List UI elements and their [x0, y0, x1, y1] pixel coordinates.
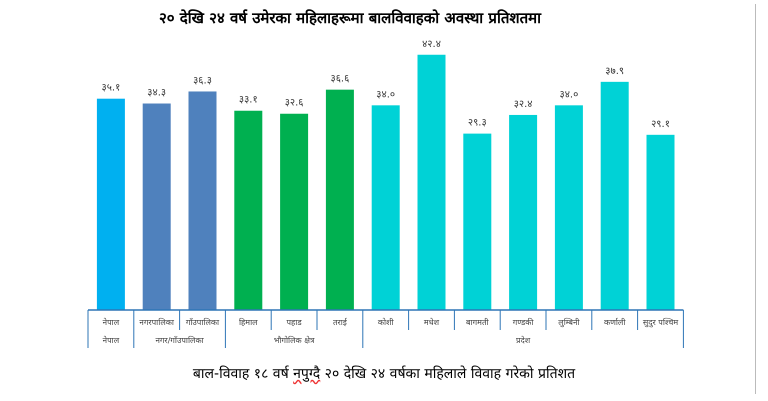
data-label: ३६.६: [331, 74, 350, 85]
caption-part-misspelled: नपुग्दै: [293, 366, 321, 382]
tick-label: कोशी: [378, 317, 395, 327]
chart-title: २० देखि २४ वर्ष उमेरका महिलाहरूमा बालविव…: [158, 9, 541, 27]
bar: [188, 91, 217, 310]
tick-label: सुदुर पश्चिम: [643, 317, 679, 328]
tick-label: कर्णाली: [604, 317, 626, 327]
tick-label: तराई: [333, 317, 348, 327]
bar: [417, 54, 446, 310]
data-label: २९.१: [651, 119, 670, 130]
bar: [463, 133, 492, 310]
bar: [280, 113, 309, 310]
data-label: ३७.९: [605, 66, 624, 77]
tick-label: बागमती: [466, 317, 489, 327]
data-label: ३४.०: [376, 89, 395, 100]
tick-label: पहाड: [287, 318, 303, 327]
tick-label: मधेश: [424, 317, 440, 327]
bar: [509, 114, 538, 311]
data-label: ३२.६: [285, 98, 304, 109]
bar: [96, 98, 125, 310]
data-label: ३४.३: [147, 88, 166, 99]
tick-label: गण्डकी: [513, 317, 535, 327]
chart-caption: बाल-विवाह १८ वर्ष नपुग्दै २० देखि २४ वर्…: [0, 364, 768, 383]
tick-label: नेपाल: [103, 317, 120, 327]
group-label: नगर/गाँउपालिका: [155, 335, 204, 345]
data-label: ३६.३: [193, 75, 212, 86]
bar: [600, 81, 629, 310]
bar: [142, 103, 171, 310]
caption-part: बाल-विवाह १८ वर्ष: [192, 366, 294, 382]
data-label: ३५.१: [102, 83, 121, 94]
bar: [234, 110, 263, 310]
bar: [325, 89, 354, 310]
data-label: ४२.४: [422, 39, 441, 50]
data-label: ३४.०: [560, 89, 579, 100]
data-label: ३३.१: [239, 95, 258, 106]
bar: [646, 134, 675, 310]
data-label: ३२.४: [514, 99, 533, 110]
group-label: प्रदेश: [516, 335, 531, 345]
data-label: २९.३: [468, 118, 487, 129]
bar: [371, 105, 400, 310]
group-label: भौगोलिक क्षेत्र: [274, 335, 315, 345]
chart-frame: [4, 4, 756, 394]
group-label: नेपाल: [103, 335, 120, 345]
caption-part: २० देखि २४ वर्षका महिलाले विवाह गरेको प्…: [320, 366, 576, 382]
tick-label: गाँउपालिका: [186, 317, 220, 327]
tick-label: हिमाल: [239, 317, 258, 327]
tick-label: लुम्बिनी: [558, 317, 580, 328]
bar: [554, 105, 583, 310]
tick-label: नगरपालिका: [139, 317, 174, 327]
